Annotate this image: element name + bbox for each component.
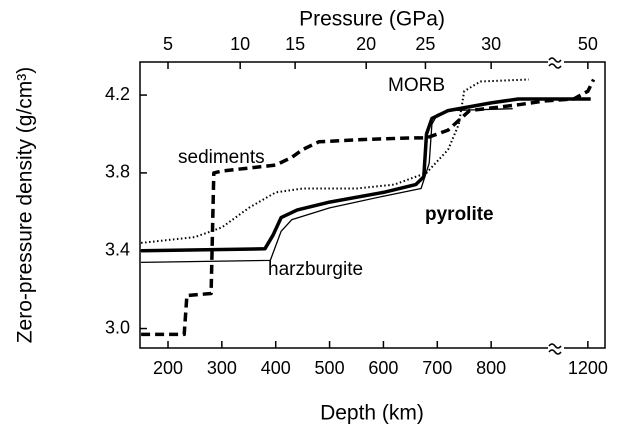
x-tick-label: 400: [261, 358, 291, 378]
data-line: [140, 78, 529, 244]
x-tick-label: 1200: [568, 358, 608, 378]
data-line: [141, 108, 513, 264]
y-tick-label: 3.8: [105, 162, 130, 182]
y-tick-label: 3.0: [105, 317, 130, 337]
x-tick-label: 800: [476, 358, 506, 378]
data-line: [141, 97, 591, 253]
x2-axis-title: Pressure (GPa): [299, 8, 445, 31]
axis-break-top: [548, 54, 564, 70]
series-label: MORB: [388, 75, 445, 96]
series-label: sediments: [178, 147, 265, 168]
x-tick-label: 300: [207, 358, 237, 378]
axis-break-bottom: [548, 340, 564, 356]
x-tick-label: 600: [368, 358, 398, 378]
y-tick-label: 3.4: [105, 239, 130, 259]
x2-tick-label: 20: [356, 34, 376, 54]
y-axis-title: Zero-pressure density (g/cm³): [14, 67, 37, 344]
x2-tick-label: 10: [230, 34, 250, 54]
x2-tick-label: 15: [285, 34, 305, 54]
plot-frame: [139, 61, 606, 349]
y-tick-label: 4.2: [105, 84, 130, 104]
x-tick-label: 200: [153, 358, 183, 378]
x-axis-title: Depth (km): [320, 402, 424, 425]
x2-tick-label: 25: [415, 34, 435, 54]
data-line: [141, 78, 596, 337]
x2-tick-label: 5: [163, 34, 173, 54]
x-tick-label: 700: [422, 358, 452, 378]
x-tick-label: 500: [315, 358, 345, 378]
series-label: harzburgite: [268, 259, 363, 280]
x2-tick-label: 30: [481, 34, 501, 54]
x2-tick-label: 50: [578, 34, 598, 54]
series-label: pyrolite: [425, 204, 494, 225]
